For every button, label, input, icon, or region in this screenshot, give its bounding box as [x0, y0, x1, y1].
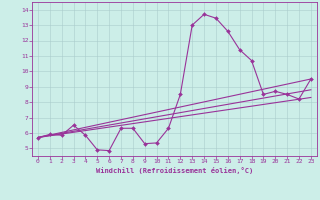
X-axis label: Windchill (Refroidissement éolien,°C): Windchill (Refroidissement éolien,°C)	[96, 167, 253, 174]
